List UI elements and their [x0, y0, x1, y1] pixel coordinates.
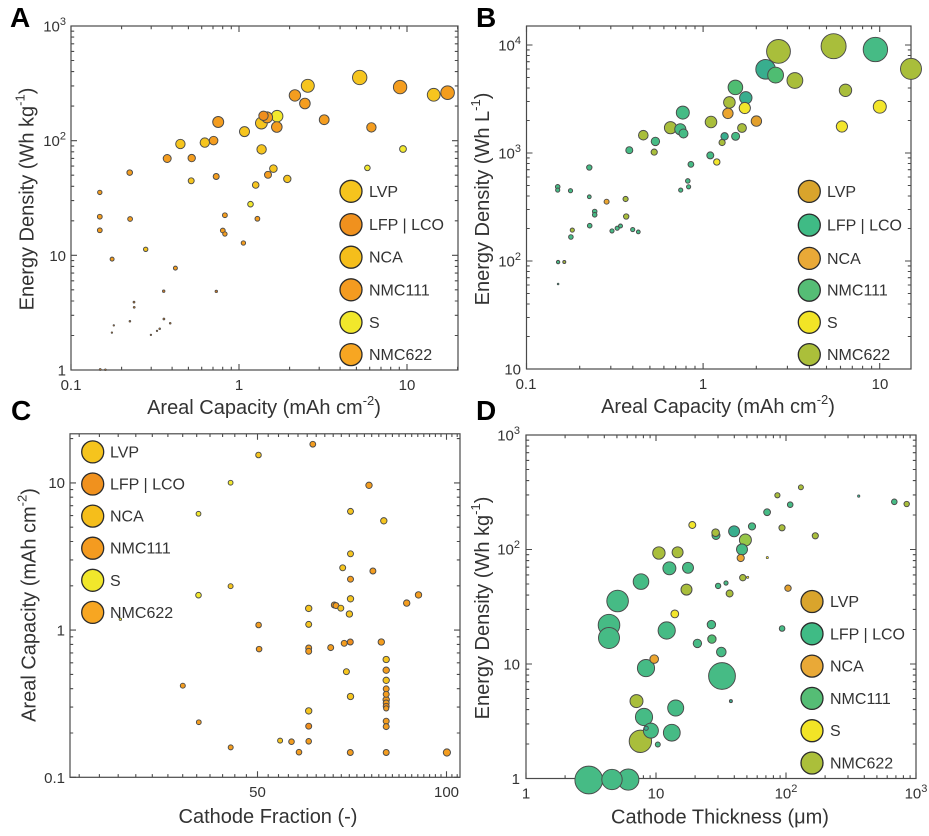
svg-text:LVP: LVP — [827, 184, 856, 201]
svg-text:NMC622: NMC622 — [110, 605, 173, 622]
svg-text:NCA: NCA — [830, 659, 864, 676]
svg-text:NMC111: NMC111 — [830, 691, 891, 708]
svg-text:10: 10 — [49, 248, 66, 265]
svg-text:NMC622: NMC622 — [369, 347, 432, 364]
svg-text:A: A — [10, 2, 30, 33]
svg-text:Areal Capacity (mAh cm-2): Areal Capacity (mAh cm-2) — [15, 488, 41, 722]
svg-text:Energy Density (Wh L-1): Energy Density (Wh L-1) — [468, 93, 494, 306]
svg-text:Areal Capacity (mAh cm-2): Areal Capacity (mAh cm-2) — [601, 392, 835, 418]
svg-text:0.1: 0.1 — [61, 377, 82, 394]
svg-text:NMC111: NMC111 — [369, 282, 430, 299]
svg-text:S: S — [827, 315, 838, 332]
svg-text:NCA: NCA — [827, 251, 861, 268]
svg-text:Cathode Fraction (-): Cathode Fraction (-) — [179, 806, 358, 828]
svg-text:10: 10 — [48, 475, 65, 492]
svg-text:Cathode Thickness (μm): Cathode Thickness (μm) — [611, 807, 829, 829]
svg-text:10: 10 — [648, 786, 665, 803]
svg-text:S: S — [369, 315, 380, 332]
svg-text:C: C — [11, 395, 31, 426]
svg-text:S: S — [830, 723, 841, 740]
svg-text:LFP | LCO: LFP | LCO — [830, 626, 905, 643]
svg-text:NCA: NCA — [369, 250, 403, 267]
svg-text:10: 10 — [503, 657, 520, 674]
svg-text:10: 10 — [504, 362, 521, 379]
svg-text:1: 1 — [522, 786, 530, 803]
svg-text:Areal Capacity (mAh cm-2): Areal Capacity (mAh cm-2) — [147, 393, 381, 419]
svg-text:S: S — [110, 573, 121, 590]
svg-text:LFP | LCO: LFP | LCO — [369, 217, 444, 234]
svg-text:Energy Density (Wh kg-1): Energy Density (Wh kg-1) — [468, 497, 494, 720]
svg-text:LVP: LVP — [369, 184, 398, 201]
svg-text:1: 1 — [58, 363, 66, 380]
svg-text:Energy Density (Wh kg-1): Energy Density (Wh kg-1) — [13, 88, 39, 311]
svg-text:1: 1 — [235, 377, 243, 394]
svg-text:1: 1 — [512, 771, 520, 788]
svg-text:D: D — [476, 395, 496, 426]
svg-text:10: 10 — [872, 376, 889, 393]
svg-text:NMC622: NMC622 — [827, 347, 890, 364]
svg-text:LFP | LCO: LFP | LCO — [827, 218, 902, 235]
svg-text:NCA: NCA — [110, 509, 144, 526]
svg-text:NMC622: NMC622 — [830, 756, 893, 773]
svg-text:1: 1 — [57, 623, 65, 640]
svg-text:1: 1 — [699, 376, 707, 393]
svg-text:0.1: 0.1 — [516, 376, 537, 393]
svg-text:LFP | LCO: LFP | LCO — [110, 477, 185, 494]
svg-text:NMC111: NMC111 — [110, 541, 171, 558]
svg-text:NMC111: NMC111 — [827, 283, 888, 300]
svg-text:LVP: LVP — [830, 594, 859, 611]
svg-text:LVP: LVP — [110, 444, 139, 461]
svg-text:50: 50 — [249, 784, 266, 801]
svg-text:0.1: 0.1 — [44, 770, 65, 787]
svg-text:B: B — [476, 2, 496, 33]
svg-text:10: 10 — [399, 377, 416, 394]
svg-text:100: 100 — [434, 784, 459, 801]
